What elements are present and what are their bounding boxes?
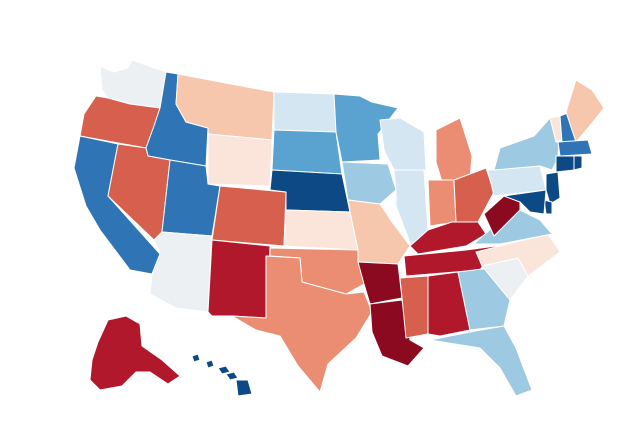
state-hi-island bbox=[225, 371, 239, 381]
state-hi-island bbox=[191, 353, 201, 363]
state-ri bbox=[573, 155, 583, 171]
state-ma bbox=[557, 139, 593, 157]
state-ia bbox=[341, 161, 397, 205]
state-hi-island bbox=[217, 365, 231, 375]
state-ak bbox=[89, 315, 181, 391]
state-hi-island bbox=[205, 359, 215, 369]
state-md bbox=[503, 189, 547, 215]
state-ks bbox=[283, 209, 359, 251]
state-nd bbox=[273, 91, 337, 133]
state-sd bbox=[271, 129, 343, 175]
state-ny bbox=[493, 117, 561, 171]
state-wv bbox=[483, 195, 521, 237]
state-ct bbox=[555, 155, 575, 173]
state-mi bbox=[435, 117, 473, 183]
state-tx bbox=[231, 255, 373, 393]
states-layer bbox=[73, 59, 605, 397]
state-hi bbox=[191, 353, 253, 397]
state-de bbox=[543, 199, 553, 215]
state-nm bbox=[207, 239, 271, 319]
state-hi-island bbox=[235, 379, 253, 397]
state-oh bbox=[453, 167, 495, 223]
state-ms bbox=[399, 275, 429, 339]
state-ky bbox=[409, 221, 487, 255]
state-mn bbox=[333, 93, 399, 163]
state-ar bbox=[357, 261, 403, 305]
state-fl bbox=[429, 325, 533, 397]
state-az bbox=[149, 231, 213, 313]
state-in bbox=[427, 179, 457, 227]
state-nj bbox=[545, 171, 561, 205]
state-wy bbox=[207, 133, 273, 187]
state-wi bbox=[379, 117, 427, 171]
state-co bbox=[211, 185, 287, 247]
state-al bbox=[427, 271, 471, 337]
